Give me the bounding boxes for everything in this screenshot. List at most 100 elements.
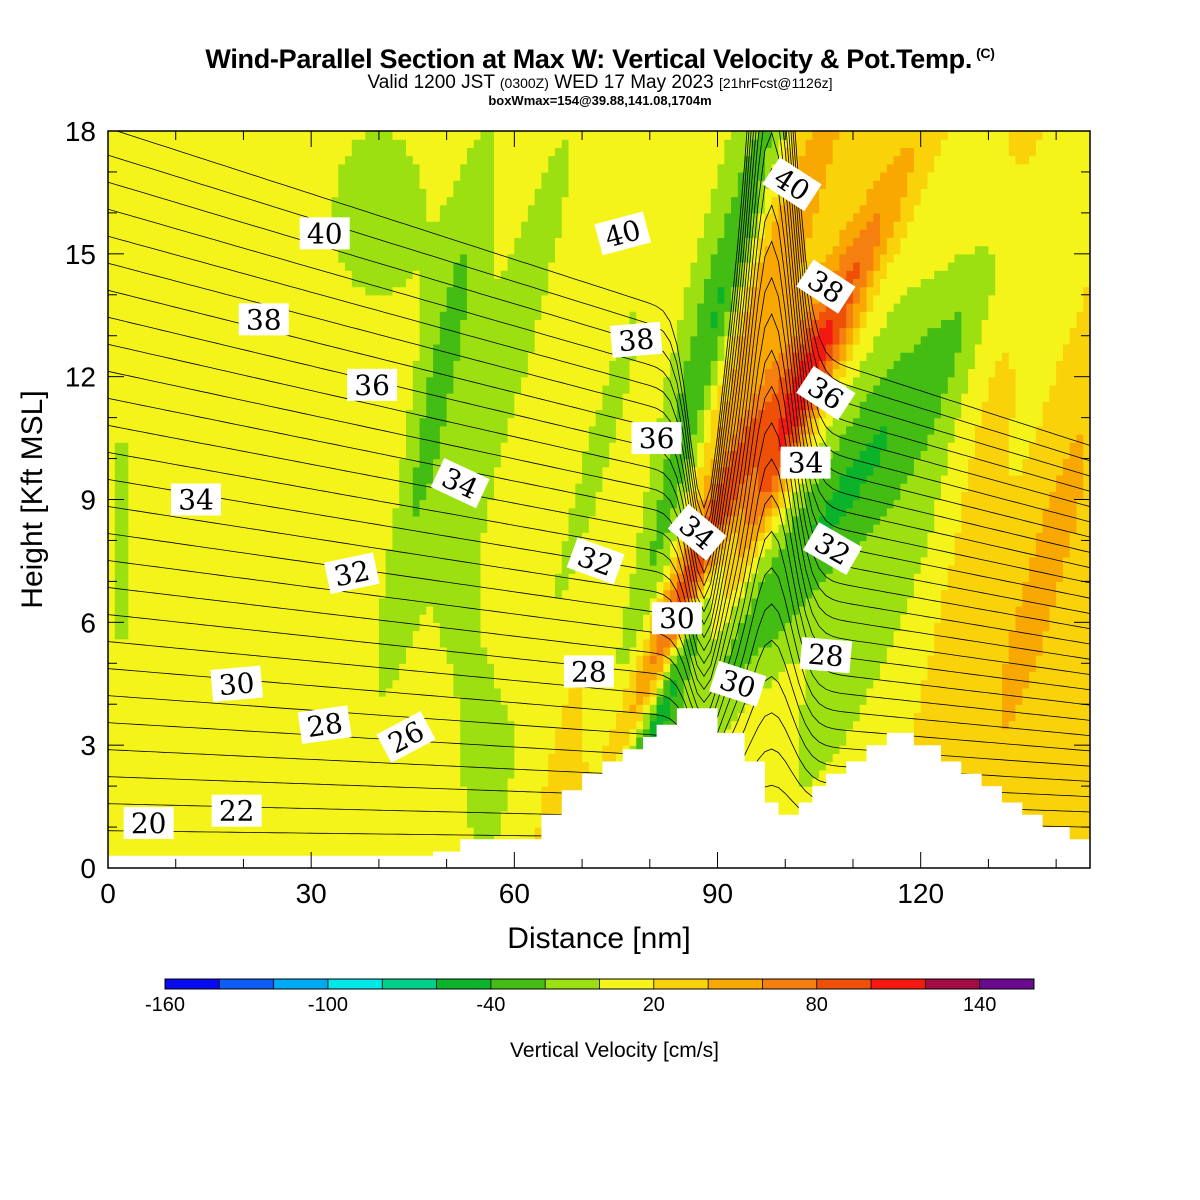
velocity-cell xyxy=(1042,663,1050,673)
velocity-cell xyxy=(108,802,116,812)
velocity-cell xyxy=(439,827,448,836)
velocity-cell xyxy=(324,835,333,845)
velocity-cell xyxy=(1056,810,1064,820)
velocity-cell xyxy=(812,630,820,640)
velocity-cell xyxy=(690,696,698,705)
velocity-cell xyxy=(859,605,868,615)
velocity-cell xyxy=(1062,589,1071,599)
velocity-cell xyxy=(1083,671,1090,681)
velocity-cell xyxy=(405,827,414,836)
velocity-cell xyxy=(995,720,1003,730)
velocity-cell xyxy=(466,736,475,746)
velocity-cell xyxy=(412,794,421,804)
velocity-cell xyxy=(1042,605,1050,615)
velocity-cell xyxy=(954,720,962,730)
velocity-cell xyxy=(1001,696,1010,705)
velocity-cell xyxy=(453,720,461,730)
velocity-cell xyxy=(385,605,394,615)
velocity-cell xyxy=(128,794,136,804)
velocity-cell xyxy=(453,614,461,623)
velocity-cell xyxy=(622,720,631,730)
velocity-cell xyxy=(236,786,245,795)
velocity-cell xyxy=(223,827,231,836)
velocity-cell xyxy=(534,655,543,664)
velocity-cell xyxy=(839,761,847,771)
velocity-cell xyxy=(1076,728,1084,738)
velocity-cell xyxy=(182,679,190,689)
velocity-cell xyxy=(494,704,502,714)
velocity-cell xyxy=(433,745,441,754)
velocity-cell xyxy=(311,605,319,615)
velocity-cell xyxy=(941,655,949,664)
velocity-cell xyxy=(365,589,373,599)
velocity-cell xyxy=(466,589,475,599)
velocity-cell xyxy=(270,736,278,746)
velocity-cell xyxy=(1008,736,1017,746)
velocity-cell xyxy=(135,589,143,599)
velocity-cell xyxy=(297,630,305,640)
velocity-cell xyxy=(839,589,847,599)
velocity-cell xyxy=(311,597,319,607)
velocity-cell xyxy=(663,646,671,656)
velocity-cell xyxy=(1022,614,1030,623)
velocity-cell xyxy=(534,728,543,738)
velocity-cell xyxy=(494,827,502,836)
velocity-cell xyxy=(873,704,881,714)
velocity-cell xyxy=(473,589,482,599)
velocity-cell xyxy=(338,802,346,812)
velocity-cell xyxy=(243,655,251,664)
velocity-cell xyxy=(764,745,773,754)
velocity-cell xyxy=(270,663,278,673)
velocity-cell xyxy=(1076,818,1084,828)
velocity-cell xyxy=(412,827,421,836)
velocity-cell xyxy=(324,786,333,795)
velocity-cell xyxy=(663,597,671,607)
velocity-cell xyxy=(290,745,299,754)
velocity-cell xyxy=(947,696,956,705)
velocity-cell xyxy=(1076,720,1084,730)
velocity-cell xyxy=(988,589,996,599)
velocity-cell xyxy=(968,696,976,705)
velocity-cell xyxy=(324,736,333,746)
velocity-cell xyxy=(162,843,170,853)
velocity-cell xyxy=(304,589,312,599)
velocity-cell xyxy=(372,712,380,722)
velocity-cell xyxy=(988,630,996,640)
velocity-cell xyxy=(182,638,190,648)
velocity-cell xyxy=(961,646,969,656)
velocity-cell xyxy=(412,810,421,820)
velocity-cell xyxy=(297,843,305,853)
velocity-cell xyxy=(378,769,387,779)
velocity-cell xyxy=(209,638,217,648)
velocity-cell xyxy=(954,728,962,738)
velocity-cell xyxy=(250,581,258,591)
velocity-cell xyxy=(439,835,448,845)
velocity-cell xyxy=(825,597,834,607)
velocity-cell xyxy=(548,753,556,763)
velocity-cell xyxy=(514,745,522,754)
velocity-cell xyxy=(466,712,475,722)
velocity-cell xyxy=(595,736,603,746)
velocity-cell xyxy=(954,745,962,754)
velocity-cell xyxy=(412,622,421,632)
velocity-cell xyxy=(426,646,434,656)
velocity-cell xyxy=(575,736,583,746)
velocity-cell xyxy=(446,605,454,615)
velocity-cell xyxy=(886,655,895,664)
velocity-cell xyxy=(494,663,502,673)
velocity-cell xyxy=(1062,802,1071,812)
velocity-cell xyxy=(703,589,712,599)
velocity-cell xyxy=(250,655,258,664)
velocity-cell xyxy=(663,638,671,648)
velocity-cell xyxy=(473,687,482,697)
velocity-cell xyxy=(304,786,312,795)
velocity-cell xyxy=(947,704,956,714)
velocity-cell xyxy=(297,818,305,828)
velocity-cell xyxy=(893,679,901,689)
velocity-cell xyxy=(108,704,116,714)
velocity-cell xyxy=(670,589,678,599)
velocity-cell xyxy=(1008,769,1017,779)
velocity-cell xyxy=(487,646,495,656)
velocity-cell xyxy=(392,614,400,623)
velocity-cell xyxy=(785,728,793,738)
